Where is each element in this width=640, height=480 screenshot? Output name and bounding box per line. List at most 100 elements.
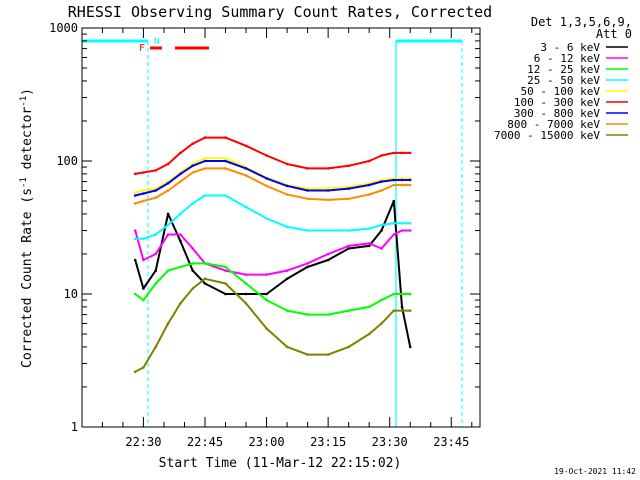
data-point-25-50-kev-8 [244, 205, 248, 209]
data-point-25-50-kev-5 [191, 202, 194, 205]
data-point-7000-15000-kev-14 [367, 332, 371, 336]
data-point-25-50-kev-0 [133, 237, 137, 241]
data-point-100-300-kev-11 [306, 167, 309, 170]
data-point-100-300-kev-3 [166, 162, 170, 166]
data-point-300-800-kev-7 [224, 159, 227, 163]
data-point-300-800-kev-17 [400, 178, 404, 182]
data-point-800-7000-kev-18 [408, 183, 412, 187]
data-point-25-50-kev-3 [166, 223, 170, 227]
data-point-800-7000-kev-9 [265, 184, 268, 188]
data-point-6-12-kev-11 [306, 262, 309, 265]
legend-label-12-25-kev: 12 - 25 keV [527, 63, 600, 76]
series-line-7000-15000-kev [134, 277, 411, 373]
data-point-25-50-kev-15 [380, 223, 383, 227]
y-tick-label-10: 10 [64, 287, 78, 301]
data-point-100-300-kev-15 [380, 154, 383, 157]
data-point-12-25-kev-16 [392, 292, 396, 296]
y-axis-label-main: Corrected Count Rate (s [20, 188, 35, 368]
data-point-25-50-kev-2 [154, 233, 157, 236]
footer-date: 19-Oct-2021 11:42 [554, 467, 636, 476]
data-point-12-25-kev-11 [306, 313, 309, 316]
data-point-300-800-kev-0 [133, 194, 137, 197]
data-point-25-50-kev-11 [306, 229, 309, 232]
data-point-100-300-kev-18 [408, 151, 412, 155]
data-point-12-25-kev-2 [154, 282, 157, 285]
legend-label-6-12-kev: 6 - 12 keV [534, 52, 601, 65]
data-point-100-300-kev-7 [224, 136, 227, 139]
data-point-800-7000-kev-0 [133, 202, 137, 205]
data-point-100-300-kev-9 [265, 154, 268, 157]
data-point-50-100-kev-1 [142, 189, 145, 192]
data-point-3-6-kev-8 [244, 292, 248, 296]
data-point-12-25-kev-4 [179, 265, 182, 269]
axis-layer: 1 10 100 1000 22:30 22:45 23:00 23:15 23:30 23:45 [49, 21, 480, 449]
legend-label-3-6-kev: 3 - 6 keV [540, 41, 600, 54]
y-tick-label-1000: 1000 [49, 21, 78, 35]
data-point-800-7000-kev-7 [224, 167, 227, 170]
data-point-800-7000-kev-15 [380, 189, 383, 192]
data-point-6-12-kev-17 [400, 229, 404, 232]
data-point-800-7000-kev-8 [244, 174, 248, 177]
data-point-800-7000-kev-6 [203, 167, 207, 170]
x-tick-label-2300: 23:00 [249, 435, 285, 449]
data-point-7000-15000-kev-18 [408, 309, 412, 312]
data-point-25-50-kev-7 [224, 194, 227, 197]
data-point-300-800-kev-9 [265, 177, 268, 180]
data-point-12-25-kev-9 [265, 298, 268, 302]
data-point-25-50-kev-12 [326, 229, 330, 232]
data-point-6-12-kev-5 [191, 247, 194, 250]
data-point-7000-15000-kev-15 [380, 322, 383, 325]
data-point-7000-15000-kev-11 [306, 353, 309, 356]
data-point-100-300-kev-14 [367, 159, 371, 163]
series-line-300-800-kev [134, 160, 411, 197]
data-point-6-12-kev-9 [265, 273, 268, 276]
data-point-12-25-kev-17 [400, 292, 404, 296]
data-point-7000-15000-kev-8 [244, 302, 248, 305]
data-point-50-100-kev-13 [347, 185, 351, 189]
data-point-12-25-kev-8 [244, 282, 248, 285]
data-point-25-50-kev-10 [285, 225, 289, 229]
data-point-7000-15000-kev-3 [166, 322, 170, 325]
data-point-6-12-kev-12 [326, 252, 330, 256]
data-point-100-300-kev-13 [347, 164, 351, 168]
data-point-25-50-kev-18 [408, 222, 412, 225]
data-point-300-800-kev-6 [203, 159, 207, 163]
data-point-25-50-kev-1 [142, 237, 145, 241]
data-point-7000-15000-kev-4 [179, 302, 182, 305]
data-point-100-300-kev-4 [179, 151, 182, 155]
data-point-25-50-kev-6 [203, 194, 207, 197]
data-point-300-800-kev-10 [285, 184, 289, 188]
data-point-6-12-kev-15 [380, 247, 383, 250]
data-point-50-100-kev-12 [326, 187, 330, 190]
data-point-800-7000-kev-2 [154, 196, 157, 199]
data-point-800-7000-kev-4 [179, 180, 182, 183]
data-point-7000-15000-kev-1 [142, 366, 145, 369]
data-point-3-6-kev-11 [306, 265, 309, 269]
data-point-6-12-kev-2 [154, 252, 157, 256]
flare-flag-label: F [139, 43, 145, 54]
data-point-3-6-kev-7 [224, 292, 227, 296]
data-point-300-800-kev-11 [306, 189, 309, 192]
data-point-6-12-kev-13 [347, 244, 351, 248]
data-point-100-300-kev-0 [133, 172, 137, 176]
data-point-3-6-kev-10 [285, 277, 289, 281]
data-point-6-12-kev-4 [179, 233, 182, 236]
data-point-50-100-kev-11 [306, 187, 309, 190]
data-point-300-800-kev-15 [380, 180, 383, 183]
data-point-12-25-kev-15 [380, 298, 383, 302]
legend-header-2: Att 0 [596, 27, 632, 41]
data-point-800-7000-kev-5 [191, 171, 194, 174]
x-tick-label-2245: 22:45 [187, 435, 223, 449]
data-point-6-12-kev-7 [224, 269, 227, 272]
data-point-300-800-kev-14 [367, 183, 371, 187]
data-point-3-6-kev-1 [142, 287, 145, 290]
data-point-800-7000-kev-16 [392, 183, 396, 187]
data-point-25-50-kev-17 [400, 222, 404, 225]
plot-frame [81, 27, 481, 428]
x-tick-label-2345: 23:45 [433, 435, 469, 449]
data-point-12-25-kev-3 [166, 269, 170, 272]
data-point-12-25-kev-0 [133, 292, 137, 296]
data-point-300-800-kev-12 [326, 189, 330, 192]
data-point-100-300-kev-2 [154, 169, 157, 172]
data-point-6-12-kev-10 [285, 269, 289, 272]
